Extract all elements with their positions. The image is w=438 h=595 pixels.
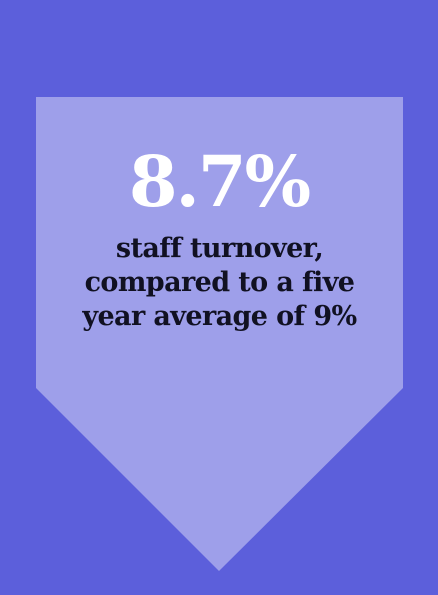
caption-line-2: compared to a five [84, 267, 355, 298]
pentagon-shape [36, 97, 403, 571]
stat-caption: staff turnover, compared to a five year … [36, 232, 403, 334]
caption-line-3: year average of 9% [82, 301, 357, 332]
caption-line-1: staff turnover, [115, 233, 324, 264]
stat-value: 8.7% [128, 140, 311, 223]
